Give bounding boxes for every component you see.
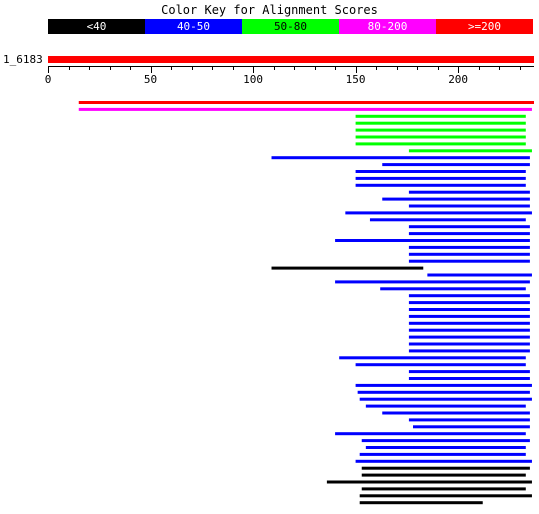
hit-bar bbox=[408, 321, 530, 325]
hit-bar bbox=[326, 480, 532, 484]
hit-bar bbox=[365, 446, 526, 449]
ruler-tick-label: 50 bbox=[144, 73, 157, 86]
hit-bar bbox=[408, 259, 530, 263]
hit-bar bbox=[408, 349, 530, 353]
hit-bar bbox=[355, 135, 526, 139]
hit-bar bbox=[355, 459, 532, 463]
hit-bar bbox=[361, 487, 526, 491]
query-label: 1_6183 bbox=[3, 53, 43, 66]
hit-bar bbox=[345, 211, 532, 215]
color-key-ge200: >=200 bbox=[436, 19, 533, 34]
hit-bar bbox=[361, 473, 526, 477]
hit-bar bbox=[408, 342, 530, 346]
query-bar bbox=[48, 56, 534, 63]
hit-bar bbox=[339, 356, 526, 360]
hit-bar bbox=[382, 163, 530, 167]
hit-bar bbox=[355, 363, 526, 367]
hit-bar bbox=[408, 232, 530, 236]
ruler-tick-label: 100 bbox=[243, 73, 263, 86]
hit-bar bbox=[408, 204, 530, 208]
page-title: Color Key for Alignment Scores bbox=[161, 3, 378, 17]
ruler-tick-label: 200 bbox=[448, 73, 468, 86]
hit-bar bbox=[413, 425, 530, 429]
color-key: <40 40-50 50-80 80-200 >=200 bbox=[48, 19, 533, 34]
hit-bar bbox=[361, 466, 530, 470]
hit-bar bbox=[271, 266, 424, 270]
hit-bar bbox=[335, 280, 530, 284]
hit-bar bbox=[408, 245, 530, 249]
hit-bar bbox=[355, 383, 532, 387]
color-key-50-80: 50-80 bbox=[242, 19, 339, 34]
hit-bar bbox=[355, 114, 526, 118]
color-key-lt40: <40 bbox=[48, 19, 145, 34]
hit-bar bbox=[408, 190, 530, 194]
ruler-tick-label: 0 bbox=[45, 73, 52, 86]
hit-bar bbox=[408, 252, 530, 256]
hit-bar bbox=[408, 294, 530, 298]
hit-bar bbox=[359, 397, 532, 401]
hit-bar bbox=[408, 335, 530, 339]
hit-bar bbox=[380, 287, 526, 291]
hit-bar bbox=[355, 128, 526, 132]
hit-bar bbox=[355, 183, 526, 187]
hit-bar bbox=[369, 218, 526, 222]
hit-bar bbox=[408, 149, 532, 153]
hit-bar bbox=[359, 494, 532, 498]
ruler-tick-label: 150 bbox=[346, 73, 366, 86]
hit-bar bbox=[355, 176, 526, 180]
color-key-40-50: 40-50 bbox=[145, 19, 242, 34]
hit-bar bbox=[365, 404, 526, 408]
hit-bar bbox=[408, 308, 530, 311]
hit-bar bbox=[427, 273, 532, 277]
hit-bar bbox=[408, 301, 530, 305]
hit-bar bbox=[335, 239, 530, 242]
hit-bar bbox=[359, 501, 483, 505]
hit-bar bbox=[335, 432, 526, 436]
hit-bar bbox=[78, 107, 532, 111]
hit-bar bbox=[408, 225, 530, 229]
hit-bar bbox=[361, 439, 530, 443]
hit-bar bbox=[408, 418, 530, 422]
hit-bar bbox=[382, 197, 530, 201]
hit-bar bbox=[408, 328, 530, 332]
hit-bar bbox=[408, 377, 530, 380]
hit-bar bbox=[359, 452, 526, 456]
color-key-80-200: 80-200 bbox=[339, 19, 436, 34]
hit-bar bbox=[382, 411, 530, 415]
hit-bar bbox=[408, 314, 530, 318]
hit-bar bbox=[357, 390, 530, 394]
hit-bar bbox=[355, 142, 526, 146]
hit-bar bbox=[271, 156, 530, 160]
hit-bar bbox=[355, 170, 526, 173]
hit-bar bbox=[408, 370, 530, 374]
hit-bar bbox=[78, 101, 534, 104]
hit-bar bbox=[355, 121, 526, 125]
